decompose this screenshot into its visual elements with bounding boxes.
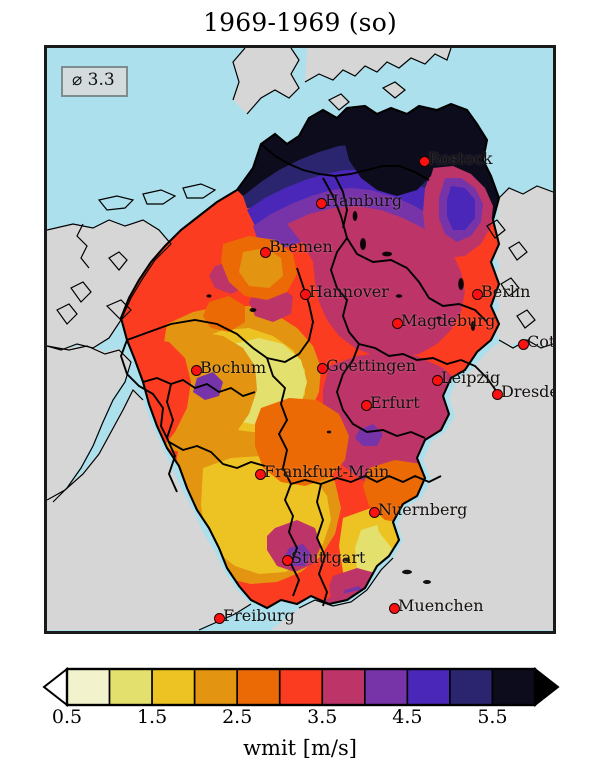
- colorbar-tick-label: 3.5: [307, 706, 338, 728]
- colorbar-tick-label: 5.5: [477, 706, 508, 728]
- colorbar-extend-min: [42, 666, 68, 708]
- colorbar-band: [108, 668, 153, 706]
- city-label: Magdeburg: [401, 311, 496, 330]
- city-label: Freiburg: [223, 606, 295, 625]
- city-dot-icon: [191, 365, 202, 376]
- colorbar-tick-labels: 0.5 1.5 2.5 3.5 4.5 5.5: [0, 706, 600, 732]
- city-dot-icon: [361, 400, 372, 411]
- colorbar-band: [406, 668, 451, 706]
- city-dot-icon: [472, 289, 483, 300]
- city-label: Bochum: [200, 358, 267, 377]
- colorbar-axis-label: wmit [m/s]: [243, 736, 357, 760]
- colorbar-tick-label: 1.5: [136, 706, 168, 728]
- country-borders: [119, 102, 501, 610]
- colorbar-tick-label: 0.5: [51, 706, 83, 728]
- city-dot-icon: [392, 318, 403, 329]
- map-panel[interactable]: ⌀ 3.3 Rostock Hamburg Bremen Hannover Berlin…: [44, 45, 556, 634]
- city-dot-icon: [255, 469, 266, 480]
- colorbar-band: [491, 668, 536, 706]
- city-dot-icon: [389, 603, 400, 614]
- city-label: Erfurt: [370, 393, 420, 412]
- city-label: Hannover: [309, 282, 389, 301]
- city-dot-icon: [419, 156, 430, 167]
- colorbar-band: [193, 668, 238, 706]
- colorbar-band: [151, 668, 196, 706]
- city-dot-icon: [316, 198, 327, 209]
- city-dot-icon: [492, 389, 503, 400]
- coastline: [47, 48, 553, 631]
- colorbar-panel: 0.5 1.5 2.5 3.5 4.5 5.5 wmit [m/s]: [0, 660, 600, 780]
- city-label: Muenchen: [398, 596, 484, 615]
- city-label: Hamburg: [325, 191, 403, 210]
- colorbar-band: [364, 668, 409, 706]
- city-label: Cottbus: [527, 332, 556, 351]
- city-dot-icon: [214, 613, 225, 624]
- city-label: Goettingen: [326, 356, 417, 375]
- colorbar-band: [278, 668, 324, 706]
- city-dot-icon: [432, 375, 443, 386]
- figure-title: 1969-1969 (so): [203, 8, 397, 37]
- city-dot-icon: [300, 289, 311, 300]
- city-label: Nuernberg: [378, 500, 468, 519]
- colorbar-band: [321, 668, 366, 706]
- colorbar-frame: [65, 667, 537, 707]
- city-label: Bremen: [269, 237, 333, 256]
- city-label: Stuttgart: [291, 548, 366, 567]
- mean-value-box: ⌀ 3.3: [61, 66, 128, 97]
- city-dot-icon: [369, 507, 380, 518]
- city-label: Frankfurt-Main: [264, 462, 390, 481]
- colorbar-extend-max: [534, 666, 560, 708]
- colorbar-band: [449, 668, 494, 706]
- city-dot-icon: [282, 555, 293, 566]
- city-dot-icon: [518, 339, 529, 350]
- colorbar-band: [236, 668, 281, 706]
- colorbar[interactable]: [42, 665, 562, 709]
- city-label: Leipzig: [441, 368, 501, 387]
- inland-water: [206, 211, 476, 584]
- colorbar-band: [66, 668, 111, 706]
- colorbar-tick-label: 2.5: [222, 706, 253, 728]
- state-borders: [119, 143, 498, 607]
- city-label: Berlin: [481, 282, 531, 301]
- city-label: Dresden: [501, 382, 553, 401]
- city-label: Rostock: [428, 149, 493, 168]
- city-dot-icon: [317, 363, 328, 374]
- colorbar-tick-label: 4.5: [392, 706, 423, 728]
- city-dot-icon: [260, 247, 271, 258]
- map-canvas: [47, 48, 553, 631]
